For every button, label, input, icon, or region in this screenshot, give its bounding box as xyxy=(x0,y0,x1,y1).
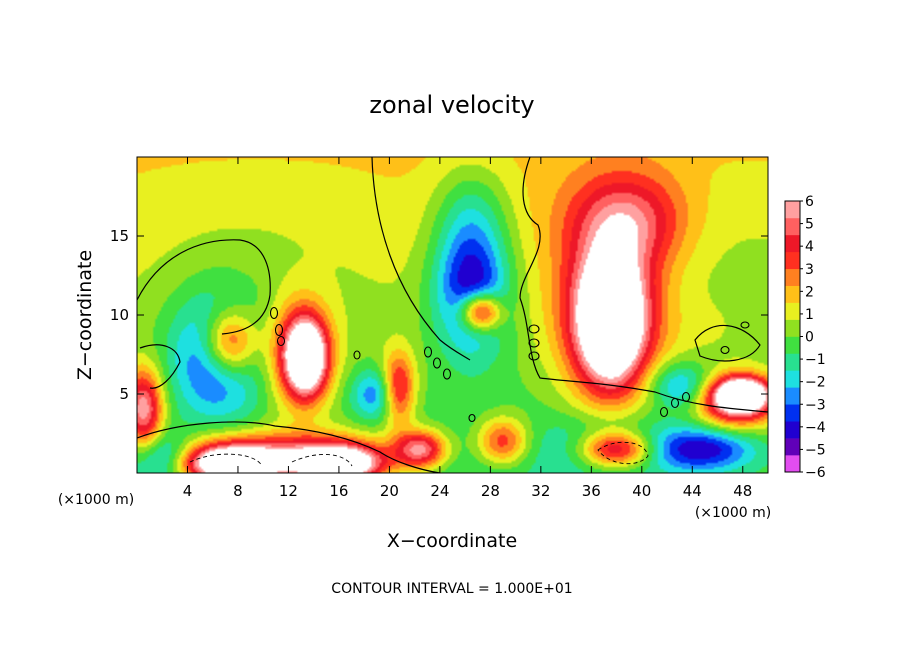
contour-lines xyxy=(137,157,768,473)
colorbar-swatch xyxy=(785,201,800,219)
contour-line-zero-edge xyxy=(139,344,181,389)
x-tick-label: 28 xyxy=(481,482,500,500)
y-tick-label: 10 xyxy=(110,306,129,324)
y-axis-title: Z−coordinate xyxy=(74,250,96,380)
contour-loop xyxy=(468,413,476,423)
colorbar-swatch xyxy=(785,387,800,405)
x-tick-label: 36 xyxy=(582,482,601,500)
colorbar-tick-label: −4 xyxy=(805,420,826,436)
colorbar-tick-label: −3 xyxy=(805,397,826,413)
contour-loop xyxy=(528,351,540,361)
contour-loop xyxy=(274,323,284,337)
x-tick-label: 40 xyxy=(632,482,651,500)
contour-loop xyxy=(432,357,442,369)
x-tick-label: 24 xyxy=(430,482,449,500)
x-tick-label: 8 xyxy=(233,482,243,500)
x-tick-label: 44 xyxy=(683,482,702,500)
colorbar-tick-label: −2 xyxy=(805,375,826,391)
colorbar-swatch xyxy=(785,370,800,388)
x-tick-label: 32 xyxy=(531,482,550,500)
contour-line-zero-bottom xyxy=(137,421,441,473)
colorbar-swatch xyxy=(785,251,800,270)
colorbar-tick-label: 5 xyxy=(805,217,814,233)
contour-loop xyxy=(528,338,540,348)
x-tick-label: 20 xyxy=(380,482,399,500)
contour-loop xyxy=(276,335,286,347)
colorbar-tick-label: 0 xyxy=(805,330,814,346)
colorbar-swatch xyxy=(785,285,800,303)
chart-title: zonal velocity xyxy=(369,91,534,119)
colorbar-swatch xyxy=(785,353,800,371)
heatmap-field xyxy=(137,157,768,473)
colorbar-tick-label: 6 xyxy=(805,194,814,210)
contour-line-zero-center xyxy=(371,157,471,361)
x-tick-label: 16 xyxy=(329,482,348,500)
colorbar-swatch xyxy=(785,455,800,473)
contour-loop xyxy=(670,397,680,409)
contour-loop xyxy=(528,324,540,334)
colorbar-swatch xyxy=(785,302,800,320)
colorbar-swatch xyxy=(785,234,800,253)
colorbar-tick-label: 3 xyxy=(805,262,814,278)
colorbar-tick-label: 2 xyxy=(805,284,814,300)
colorbar-tick-label: −6 xyxy=(805,465,826,481)
contour-line-zero-loop xyxy=(694,325,761,362)
colorbar-swatch xyxy=(785,268,800,286)
contour-loop xyxy=(681,391,691,403)
contour-loop xyxy=(353,350,361,360)
contour-loop xyxy=(659,406,669,418)
y-tick-label: 15 xyxy=(110,227,129,245)
x-tick-label: 12 xyxy=(279,482,298,500)
colorbar-tick-label: −1 xyxy=(805,352,826,368)
contour-line-dashed-mid xyxy=(291,454,353,467)
colorbar-swatch xyxy=(785,217,800,236)
contour-line-dashed-left xyxy=(189,453,263,467)
x-unit-label-left: (×1000 m) xyxy=(58,492,134,508)
colorbar-tick-label: 1 xyxy=(805,307,814,323)
y-tick-label: 5 xyxy=(119,385,129,403)
x-tick-label: 4 xyxy=(183,482,193,500)
contour-line-zero-right xyxy=(519,157,768,413)
x-unit-label-right: (×1000 m) xyxy=(695,505,771,521)
colorbar-swatch xyxy=(785,438,800,456)
colorbar-swatch xyxy=(785,319,800,337)
colorbar-tick-label: −5 xyxy=(805,442,826,458)
contour-line-dashed-right xyxy=(597,441,649,465)
contour-loop xyxy=(740,321,750,329)
colorbar-swatch xyxy=(785,421,800,439)
colorbar: 6 5 4 3 2 1 0 −1 −2 −3 −4 −5 −6 xyxy=(784,194,826,481)
contour-loop xyxy=(442,368,452,380)
x-axis-title: X−coordinate xyxy=(387,530,517,552)
contour-loop xyxy=(423,346,433,358)
colorbar-swatch xyxy=(785,336,800,354)
contour-interval-label: CONTOUR INTERVAL = 1.000E+01 xyxy=(331,581,572,597)
colorbar-swatch xyxy=(785,404,800,422)
x-axis: 4 8 12 16 20 24 28 32 36 40 44 48 xyxy=(183,157,752,500)
contour-loop xyxy=(720,345,730,355)
x-tick-label: 48 xyxy=(733,482,752,500)
contour-line-zero-left xyxy=(137,239,271,335)
y-axis: 5 10 15 xyxy=(110,227,768,403)
contour-loop xyxy=(269,306,279,320)
colorbar-tick-label: 4 xyxy=(805,239,814,255)
